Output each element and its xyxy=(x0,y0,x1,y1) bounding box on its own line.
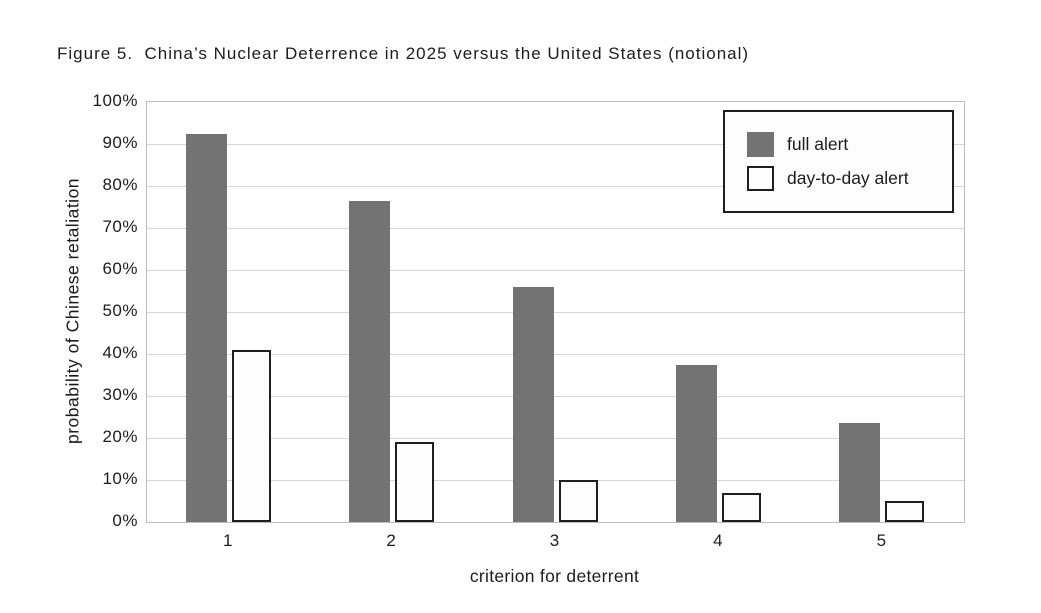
legend-label-day-to-day-alert: day-to-day alert xyxy=(787,168,909,188)
y-tick-label: 40% xyxy=(102,343,138,362)
gridline xyxy=(147,144,964,145)
y-tick-label: 70% xyxy=(102,217,138,236)
x-tick-label: 5 xyxy=(876,531,887,550)
x-tick-label: 1 xyxy=(222,531,233,550)
bar-day-to-day-alert-3 xyxy=(558,480,598,522)
y-tick-label: 80% xyxy=(102,175,138,194)
figure-title: Figure 5. China’s Nuclear Deterrence in … xyxy=(57,44,750,63)
legend: full alert day-to-day alert xyxy=(723,110,954,213)
bar-full-alert-2 xyxy=(349,200,391,522)
gridline xyxy=(147,228,964,229)
x-tick-label: 3 xyxy=(549,531,560,550)
y-tick-label: 90% xyxy=(102,133,138,152)
legend-item-day-to-day-alert: day-to-day alert xyxy=(747,166,952,191)
bar-day-to-day-alert-1 xyxy=(231,349,271,522)
gridline xyxy=(147,354,964,355)
bar-full-alert-3 xyxy=(512,286,554,522)
bar-full-alert-5 xyxy=(839,423,881,522)
full-alert-swatch xyxy=(747,132,774,157)
bar-full-alert-4 xyxy=(675,364,717,522)
y-tick-label: 100% xyxy=(92,91,138,110)
legend-label-full-alert: full alert xyxy=(787,134,849,154)
gridline xyxy=(147,480,964,481)
x-tick-label: 2 xyxy=(386,531,396,550)
gridline xyxy=(147,312,964,313)
gridline xyxy=(147,270,964,271)
bar-day-to-day-alert-4 xyxy=(721,492,761,522)
bar-day-to-day-alert-2 xyxy=(395,442,435,522)
legend-item-full-alert: full alert xyxy=(747,132,952,157)
y-tick-label: 50% xyxy=(102,301,138,320)
y-tick-label: 60% xyxy=(102,259,138,278)
x-axis-title: criterion for deterrent xyxy=(469,566,640,586)
y-tick-label: 20% xyxy=(102,427,138,446)
bar-day-to-day-alert-5 xyxy=(885,501,925,522)
day-to-day-alert-swatch xyxy=(747,166,774,191)
y-tick-label: 0% xyxy=(112,511,138,530)
y-tick-label: 10% xyxy=(102,469,138,488)
gridline xyxy=(147,186,964,187)
bar-full-alert-1 xyxy=(185,133,227,522)
gridline xyxy=(147,438,964,439)
x-tick-label: 4 xyxy=(713,531,723,550)
y-tick-label: 30% xyxy=(102,385,138,404)
gridline xyxy=(147,396,964,397)
